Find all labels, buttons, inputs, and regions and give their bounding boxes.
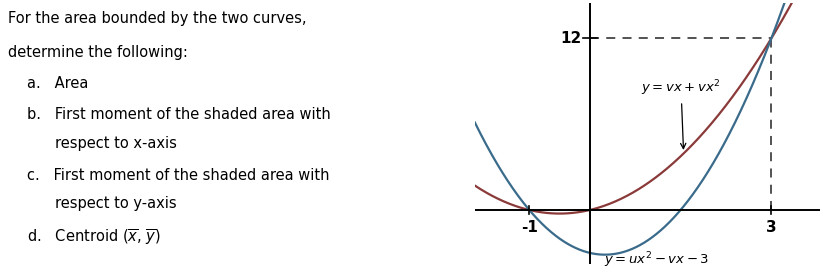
Text: $y = vx + vx^2$: $y = vx + vx^2$ [640,79,720,149]
Text: b.   First moment of the shaded area with: b. First moment of the shaded area with [27,107,330,122]
Text: c.   First moment of the shaded area with: c. First moment of the shaded area with [27,167,329,183]
Text: -1: -1 [520,220,537,235]
Text: $y = ux^2 - vx - 3$: $y = ux^2 - vx - 3$ [603,250,708,267]
Text: a.   Area: a. Area [27,76,88,91]
Text: For the area bounded by the two curves,: For the area bounded by the two curves, [8,10,307,26]
Text: 12: 12 [560,31,581,46]
Text: respect to x-axis: respect to x-axis [55,136,177,151]
Text: d.   Centroid ($\overline{x}$, $\overline{y}$): d. Centroid ($\overline{x}$, $\overline{… [27,228,160,248]
Text: respect to y-axis: respect to y-axis [55,196,176,211]
Text: 3: 3 [765,220,776,235]
Text: determine the following:: determine the following: [8,45,188,60]
